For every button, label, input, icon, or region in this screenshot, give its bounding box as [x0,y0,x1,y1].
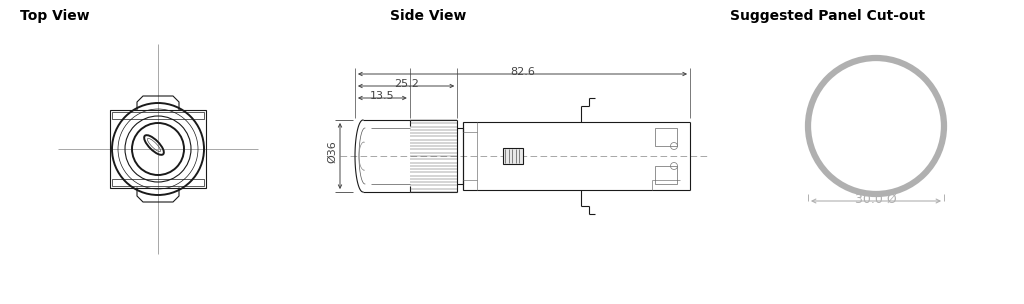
Text: 30.0 Ø: 30.0 Ø [855,193,897,206]
Bar [112,179,204,186]
Text: Suggested Panel Cut-out: Suggested Panel Cut-out [730,9,925,23]
Bar [503,148,523,164]
Bar [655,166,677,184]
Bar [112,112,204,119]
Bar [110,110,206,188]
Text: 13.5: 13.5 [370,91,394,101]
Text: Ø36: Ø36 [327,141,337,163]
Text: 25.2: 25.2 [393,79,419,89]
Text: Top View: Top View [20,9,90,23]
Text: 82.6: 82.6 [510,67,535,77]
Text: Side View: Side View [390,9,466,23]
Bar [655,128,677,146]
